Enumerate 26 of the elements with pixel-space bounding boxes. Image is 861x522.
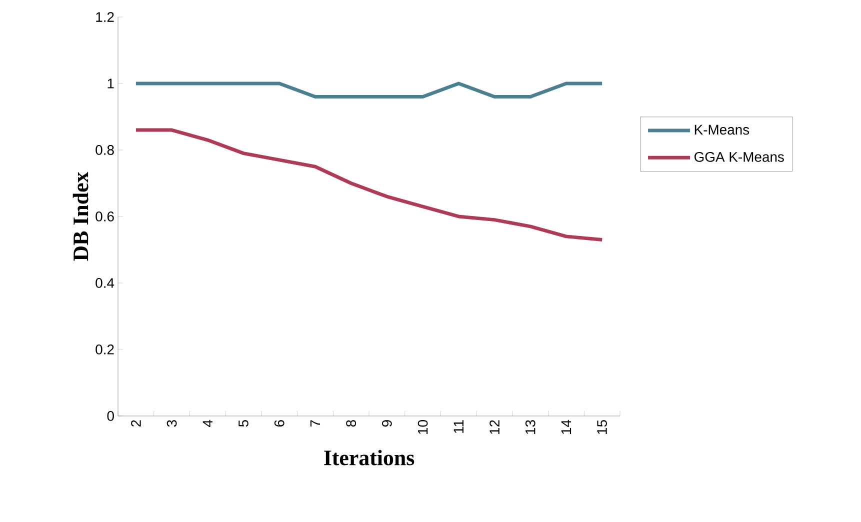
x-tick-label: 10 xyxy=(418,420,428,434)
x-tick-label: 5 xyxy=(238,420,248,427)
y-tick-label: 0.6 xyxy=(96,212,114,222)
x-tick-label: 12 xyxy=(490,420,500,434)
x-tick-label: 13 xyxy=(525,420,536,434)
x-tick-label: 15 xyxy=(597,420,607,434)
x-tick-label: 8 xyxy=(346,420,356,427)
x-tick-label: 6 xyxy=(274,420,284,427)
y-tick-label: 1 xyxy=(108,78,114,88)
x-tick-label: 2 xyxy=(131,420,141,427)
x-tick-label: 7 xyxy=(310,420,320,427)
x-tick-label: 11 xyxy=(454,420,464,433)
x-tick-label: 9 xyxy=(382,420,392,427)
y-tick-label: 0.8 xyxy=(96,145,114,155)
y-tick-label: 0.4 xyxy=(96,278,114,288)
x-axis-title: Iterations xyxy=(324,450,414,466)
y-tick-label: 0.2 xyxy=(96,344,114,354)
line-series xyxy=(134,128,604,242)
y-axis-title: DB Index xyxy=(72,172,88,261)
x-tick-label: 4 xyxy=(202,420,212,427)
x-tick-label: 3 xyxy=(166,420,177,427)
y-tick-label: 0 xyxy=(107,411,114,421)
y-tick-label: 1.2 xyxy=(96,12,114,22)
legend-label: GGA K-Means xyxy=(694,152,784,162)
legend-label: K-Means xyxy=(694,124,750,135)
x-tick-label: 14 xyxy=(561,420,572,434)
